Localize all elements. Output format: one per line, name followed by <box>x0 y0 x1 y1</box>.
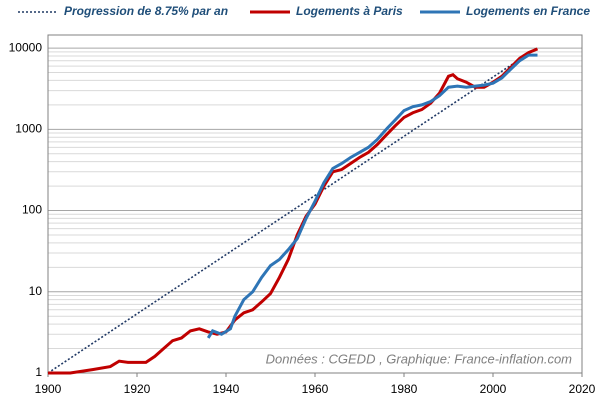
x-tick-label: 1920 <box>124 382 151 396</box>
y-tick-label: 1000 <box>15 122 42 136</box>
series-line <box>47 46 538 374</box>
x-tick-label: 1940 <box>213 382 240 396</box>
y-tick-label: 10000 <box>9 40 43 54</box>
series-line <box>206 53 538 339</box>
legend-label: Logements à Paris <box>296 4 403 18</box>
x-tick-label: 2000 <box>480 382 507 396</box>
x-tick-label: 2020 <box>569 382 596 396</box>
y-tick-label: 100 <box>22 203 42 217</box>
x-tick-label: 1900 <box>35 382 62 396</box>
annotation: Données : CGEDD , Graphique: France-infl… <box>266 351 573 366</box>
y-tick-label: 1 <box>35 365 42 379</box>
y-tick-label: 10 <box>29 284 43 298</box>
legend-label: Progression de 8.75% par an <box>64 4 228 18</box>
legend-label: Logements en France <box>466 4 590 18</box>
x-tick-label: 1980 <box>391 382 418 396</box>
x-tick-label: 1960 <box>302 382 329 396</box>
plot-frame <box>47 34 583 374</box>
